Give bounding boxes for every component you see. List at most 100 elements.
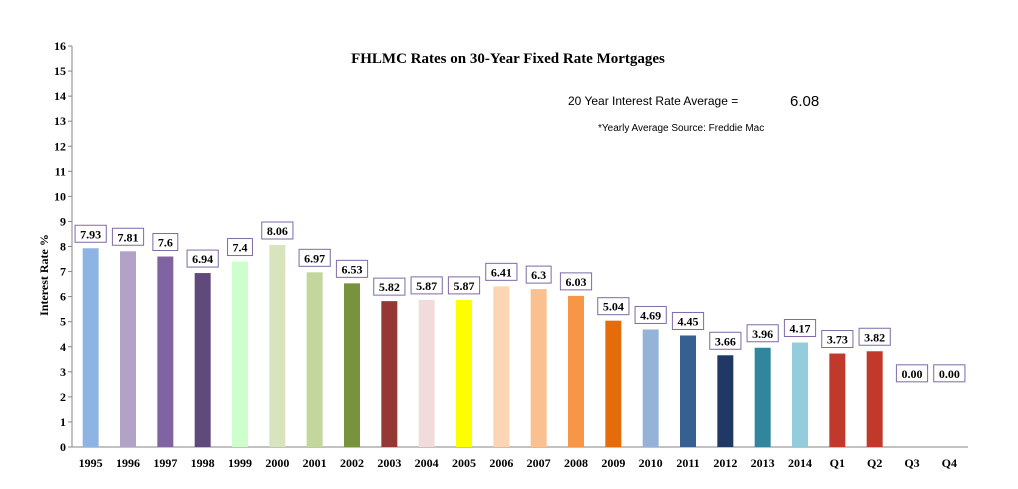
x-tick-label: 2009 bbox=[601, 456, 625, 470]
x-tick-label: 2003 bbox=[377, 456, 401, 470]
data-label-box bbox=[227, 238, 253, 257]
x-tick-label: 1998 bbox=[191, 456, 215, 470]
data-labels: 7.93 7.81 7.6 6.94 7.4 8.06 6.97 6.53 5.82 5.87 5.… bbox=[74, 221, 966, 383]
data-label-q4: 0.00 bbox=[939, 367, 960, 381]
bar-2014 bbox=[792, 342, 808, 447]
y-tick-label: 12 bbox=[54, 139, 66, 153]
data-label-box bbox=[261, 221, 294, 240]
x-tick-label: 1999 bbox=[228, 456, 252, 470]
x-tick-label: 2002 bbox=[340, 456, 364, 470]
y-tick-label: 11 bbox=[55, 164, 66, 178]
data-label-2000: 8.06 bbox=[267, 224, 288, 238]
x-tick-label: 2006 bbox=[489, 456, 513, 470]
x-tick-label: Q3 bbox=[904, 456, 919, 470]
x-tick-label: 2008 bbox=[564, 456, 588, 470]
data-label-box bbox=[298, 248, 331, 267]
data-label-1999: 7.4 bbox=[233, 241, 248, 255]
bar-2008 bbox=[568, 295, 584, 447]
data-label-2002: 6.53 bbox=[342, 262, 363, 276]
x-tick-label: 1996 bbox=[116, 456, 140, 470]
data-label-1996: 7.81 bbox=[118, 230, 139, 244]
bar-2000 bbox=[269, 244, 286, 447]
bar-2004 bbox=[418, 299, 435, 447]
data-label-box bbox=[821, 330, 854, 349]
data-label-box bbox=[709, 331, 742, 350]
y-tick-label: 15 bbox=[54, 64, 66, 78]
bar-1995 bbox=[82, 248, 99, 447]
x-tick-label: Q2 bbox=[867, 456, 882, 470]
data-label-box bbox=[895, 364, 929, 383]
average-value: 6.08 bbox=[790, 93, 819, 110]
average-label: 20 Year Interest Rate Average = bbox=[568, 94, 738, 108]
y-tick-label: 2 bbox=[60, 390, 66, 404]
data-label-box bbox=[111, 227, 145, 246]
bar-q1 bbox=[829, 353, 846, 447]
y-tick-label: 10 bbox=[54, 189, 66, 203]
data-label-box bbox=[335, 259, 369, 278]
data-label-box bbox=[74, 224, 107, 243]
y-tick-label: 5 bbox=[60, 315, 66, 329]
data-label-box bbox=[186, 249, 219, 268]
data-label-2001: 6.97 bbox=[304, 251, 325, 265]
y-tick-label: 3 bbox=[60, 365, 66, 379]
bar-2001 bbox=[306, 272, 323, 447]
x-tick-label: 2004 bbox=[415, 456, 439, 470]
chart-title: FHLMC Rates on 30-Year Fixed Rate Mortga… bbox=[351, 51, 665, 67]
data-label-2010: 4.69 bbox=[640, 308, 661, 322]
data-label-2005: 5.87 bbox=[454, 279, 475, 293]
data-label-2009: 5.04 bbox=[603, 300, 624, 314]
bar-2007 bbox=[530, 289, 547, 447]
data-label-box bbox=[525, 265, 552, 284]
y-tick-label: 6 bbox=[60, 290, 66, 304]
y-tick-label: 1 bbox=[60, 415, 66, 429]
bar-2012 bbox=[717, 355, 734, 447]
data-label-box bbox=[559, 272, 593, 291]
y-tick-label: 4 bbox=[60, 340, 66, 354]
data-label-q2: 3.82 bbox=[864, 330, 885, 344]
y-tick-label: 0 bbox=[60, 440, 66, 454]
bar-2011 bbox=[680, 335, 696, 447]
bar-2005 bbox=[456, 299, 472, 447]
data-label-box bbox=[933, 364, 966, 383]
x-tick-label: 2013 bbox=[751, 456, 775, 470]
bar-2006 bbox=[493, 286, 510, 447]
data-label-2006: 6.41 bbox=[491, 265, 512, 279]
x-tick-label: Q1 bbox=[830, 456, 845, 470]
x-tick-label: 2007 bbox=[527, 456, 551, 470]
bar-2002 bbox=[344, 283, 360, 447]
data-label-box bbox=[671, 311, 705, 330]
x-tick-label: 2000 bbox=[265, 456, 289, 470]
bar-1997 bbox=[157, 256, 174, 447]
data-label-box bbox=[634, 305, 667, 324]
x-tick-label: 1997 bbox=[153, 456, 177, 470]
x-tick-label: 2005 bbox=[452, 456, 476, 470]
y-tick-label: 14 bbox=[54, 89, 66, 103]
bar-1996 bbox=[120, 251, 136, 447]
data-label-box bbox=[858, 327, 891, 346]
source-note: *Yearly Average Source: Freddie Mac bbox=[598, 123, 764, 134]
data-label-2014: 4.17 bbox=[790, 321, 811, 335]
x-tick-label: 2001 bbox=[303, 456, 327, 470]
x-tick-label: 2012 bbox=[713, 456, 737, 470]
data-label-box bbox=[373, 277, 406, 296]
x-tick-label: 2010 bbox=[639, 456, 663, 470]
bar-2013 bbox=[754, 347, 771, 447]
data-label-box bbox=[410, 276, 443, 295]
data-label-box bbox=[152, 233, 179, 252]
data-label-2003: 5.82 bbox=[379, 280, 400, 294]
data-label-1998: 6.94 bbox=[192, 252, 213, 266]
data-label-box bbox=[485, 262, 518, 281]
y-axis-label: Interest Rate % bbox=[37, 234, 51, 316]
bar-2010 bbox=[642, 329, 659, 447]
bar-1999 bbox=[232, 261, 248, 447]
data-label-box bbox=[597, 297, 630, 316]
data-label-2008: 6.03 bbox=[566, 275, 587, 289]
y-tick-label: 9 bbox=[60, 214, 66, 228]
y-tick-label: 16 bbox=[54, 39, 66, 53]
x-axis: 1995 1996 1997 1998 1999 2000 2001 2002 2003 2004… bbox=[72, 446, 968, 470]
x-tick-label: 2014 bbox=[788, 456, 812, 470]
bar-q2 bbox=[866, 351, 883, 447]
bars bbox=[82, 244, 883, 447]
data-label-2004: 5.87 bbox=[416, 279, 437, 293]
